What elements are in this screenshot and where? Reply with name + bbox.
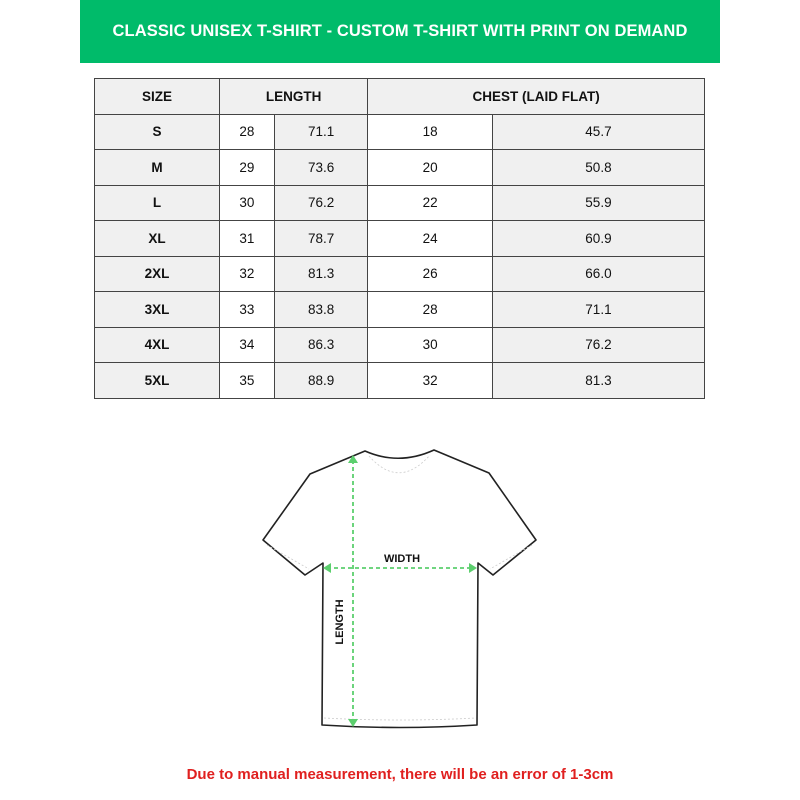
table-row: 5XL 35 88.9 32 81.3 — [94, 362, 706, 399]
cell-length-cm: 76.2 — [273, 184, 369, 221]
table-row: M 29 73.6 20 50.8 — [94, 149, 706, 186]
cell-length-in: 33 — [219, 291, 275, 328]
cell-size: S — [94, 113, 220, 150]
title-banner: CLASSIC UNISEX T-SHIRT - CUSTOM T-SHIRT … — [80, 0, 720, 63]
length-label: LENGTH — [334, 599, 346, 644]
cell-size: 4XL — [94, 326, 220, 363]
cell-chest-in: 26 — [367, 255, 493, 292]
cell-length-cm: 86.3 — [273, 326, 369, 363]
measurement-disclaimer: Due to manual measurement, there will be… — [186, 766, 614, 783]
cell-size: 5XL — [94, 362, 220, 399]
size-chart-table: SIZE LENGTH CHEST (LAID FLAT) S 28 71.1 18 4… — [94, 78, 706, 399]
table-row: XL 31 78.7 24 60.9 — [94, 220, 706, 257]
table-header-row: SIZE LENGTH CHEST (LAID FLAT) — [94, 78, 705, 115]
cell-length-in: 28 — [219, 113, 275, 150]
cell-length-cm: 81.3 — [273, 255, 369, 292]
cell-chest-cm: 81.3 — [491, 362, 706, 399]
cell-size: XL — [94, 220, 220, 257]
stitching — [266, 454, 533, 721]
length-arrow — [348, 455, 358, 727]
cell-chest-in: 32 — [367, 362, 493, 399]
header-chest: CHEST (LAID FLAT) — [367, 78, 705, 115]
cell-chest-in: 20 — [367, 149, 493, 186]
table-row: 3XL 33 83.8 28 71.1 — [94, 291, 706, 328]
cell-size: L — [94, 184, 220, 221]
cell-size: M — [94, 149, 220, 186]
cell-chest-cm: 71.1 — [491, 291, 706, 328]
cell-length-cm: 71.1 — [273, 113, 369, 150]
cell-length-cm: 78.7 — [273, 220, 369, 257]
cell-chest-in: 24 — [367, 220, 493, 257]
cell-length-cm: 73.6 — [273, 149, 369, 186]
cell-length-in: 29 — [219, 149, 275, 186]
cell-chest-cm: 55.9 — [491, 184, 706, 221]
cell-length-cm: 83.8 — [273, 291, 369, 328]
cell-length-cm: 88.9 — [273, 362, 369, 399]
cell-length-in: 30 — [219, 184, 275, 221]
tshirt-outline — [262, 449, 537, 729]
width-arrow — [323, 563, 477, 573]
cell-chest-in: 30 — [367, 326, 493, 363]
width-label: WIDTH — [384, 553, 420, 565]
cell-size: 2XL — [94, 255, 220, 292]
header-size: SIZE — [94, 78, 220, 115]
cell-chest-cm: 66.0 — [491, 255, 706, 292]
cell-chest-cm: 50.8 — [491, 149, 706, 186]
cell-chest-in: 28 — [367, 291, 493, 328]
cell-chest-cm: 60.9 — [491, 220, 706, 257]
cell-chest-in: 18 — [367, 113, 493, 150]
cell-size: 3XL — [94, 291, 220, 328]
page-title: CLASSIC UNISEX T-SHIRT - CUSTOM T-SHIRT … — [112, 22, 688, 40]
cell-length-in: 35 — [219, 362, 275, 399]
